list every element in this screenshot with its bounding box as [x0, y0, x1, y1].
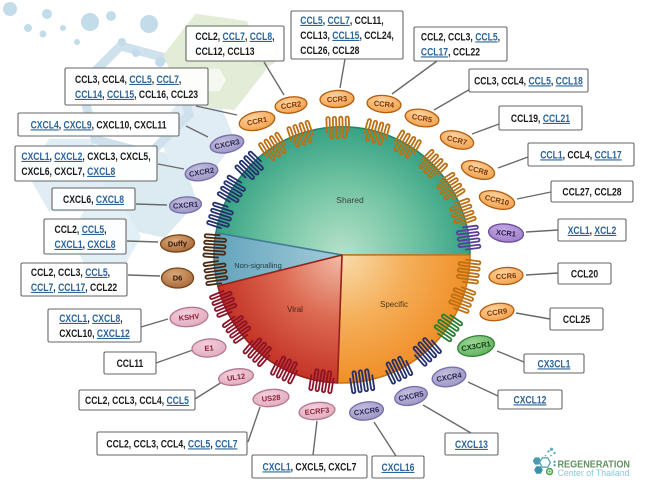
svg-text:D6: D6 — [173, 274, 183, 283]
svg-text:CXCR1: CXCR1 — [172, 200, 198, 211]
svg-text:Non-signalling: Non-signalling — [234, 261, 282, 270]
svg-text:CXCL10, CXCL12: CXCL10, CXCL12 — [59, 328, 130, 340]
svg-text:CXCR4: CXCR4 — [436, 370, 463, 383]
svg-text:CCL5, CCL7, CCL11,: CCL5, CCL7, CCL11, — [300, 15, 383, 27]
svg-text:CCL12, CCL13: CCL12, CCL13 — [195, 46, 254, 58]
svg-text:Center of Thailand: Center of Thailand — [558, 468, 630, 478]
svg-text:CCL3, CCL4, CCL5, CCL7,: CCL3, CCL4, CCL5, CCL7, — [75, 74, 181, 86]
svg-text:UL12: UL12 — [226, 371, 245, 382]
svg-text:US28: US28 — [261, 393, 281, 404]
svg-text:CCL11: CCL11 — [117, 358, 144, 370]
svg-text:CCL17, CCL22: CCL17, CCL22 — [421, 46, 480, 58]
svg-text:Specific: Specific — [380, 300, 408, 309]
svg-text:CCR1: CCR1 — [246, 115, 268, 128]
svg-text:CCL2, CCL3, CCL4, CCL5, CCL7: CCL2, CCL3, CCL4, CCL5, CCL7 — [106, 438, 237, 450]
svg-text:CCL7, CCL17, CCL22: CCL7, CCL17, CCL22 — [31, 282, 117, 294]
svg-text:Viral: Viral — [287, 305, 303, 314]
svg-text:CXCR2: CXCR2 — [188, 166, 215, 179]
svg-text:CCL3, CCL4, CCL5, CCL18: CCL3, CCL4, CCL5, CCL18 — [474, 75, 583, 87]
svg-text:CCR4: CCR4 — [373, 99, 395, 110]
svg-text:REGENERATION: REGENERATION — [558, 459, 631, 470]
svg-text:CCL2, CCL3, CCL5,: CCL2, CCL3, CCL5, — [421, 31, 500, 43]
svg-text:CXCL6, CXCL7, CXCL8: CXCL6, CXCL7, CXCL8 — [21, 166, 115, 178]
svg-text:Shared: Shared — [336, 195, 364, 205]
svg-text:CCR5: CCR5 — [411, 112, 433, 124]
svg-text:CXCL1, CXCL8: CXCL1, CXCL8 — [55, 239, 116, 251]
svg-text:CXCL1, CXCL8,: CXCL1, CXCL8, — [59, 313, 122, 325]
svg-text:CCR2: CCR2 — [280, 99, 301, 111]
svg-text:CCL2, CCL5,: CCL2, CCL5, — [55, 224, 107, 236]
svg-text:CCL19, CCL21: CCL19, CCL21 — [511, 113, 570, 125]
svg-text:CCL2, CCL3, CCL5,: CCL2, CCL3, CCL5, — [31, 267, 110, 279]
svg-text:CCL14, CCL15, CCL16, CCL23: CCL14, CCL15, CCL16, CCL23 — [75, 89, 198, 101]
svg-text:CXCL4, CXCL9, CXCL10, CXCL11: CXCL4, CXCL9, CXCL10, CXCL11 — [31, 119, 167, 131]
svg-text:CCR3: CCR3 — [327, 94, 348, 104]
svg-text:Duffy: Duffy — [168, 239, 188, 249]
svg-text:KSHV: KSHV — [178, 312, 200, 323]
svg-text:CCR6: CCR6 — [496, 271, 517, 281]
svg-text:CXCR6: CXCR6 — [353, 405, 379, 417]
svg-text:XCR1: XCR1 — [496, 228, 517, 239]
svg-text:CCL20: CCL20 — [571, 268, 598, 280]
svg-text:CCL13, CCL15, CCL24,: CCL13, CCL15, CCL24, — [300, 30, 394, 42]
svg-text:CXCL1, CXCL5, CXCL7: CXCL1, CXCL5, CXCL7 — [263, 461, 357, 473]
svg-text:CCL27, CCL28: CCL27, CCL28 — [562, 186, 621, 198]
svg-text:CCL2, CCL7, CCL8,: CCL2, CCL7, CCL8, — [195, 31, 274, 43]
svg-text:CXCL12: CXCL12 — [514, 394, 547, 406]
svg-text:E1: E1 — [204, 343, 214, 353]
svg-text:ECRF3: ECRF3 — [304, 405, 329, 417]
svg-text:XCL1, XCL2: XCL1, XCL2 — [568, 225, 617, 237]
svg-text:CXCL16: CXCL16 — [382, 462, 415, 474]
svg-text:CCL1, CCL4, CCL17: CCL1, CCL4, CCL17 — [540, 149, 622, 161]
svg-text:CCL26, CCL28: CCL26, CCL28 — [300, 45, 359, 57]
svg-text:CX3CL1: CX3CL1 — [538, 358, 571, 370]
svg-text:CCL25: CCL25 — [563, 314, 590, 326]
svg-text:CXCL1, CXCL2, CXCL3, CXCL5,: CXCL1, CXCL2, CXCL3, CXCL5, — [21, 151, 150, 163]
svg-text:CCR9: CCR9 — [486, 306, 507, 318]
svg-text:CCL2, CCL3, CCL4, CCL5: CCL2, CCL3, CCL4, CCL5 — [85, 395, 189, 407]
svg-text:CXCL13: CXCL13 — [455, 439, 488, 451]
svg-text:CXCL6, CXCL8: CXCL6, CXCL8 — [63, 194, 124, 206]
